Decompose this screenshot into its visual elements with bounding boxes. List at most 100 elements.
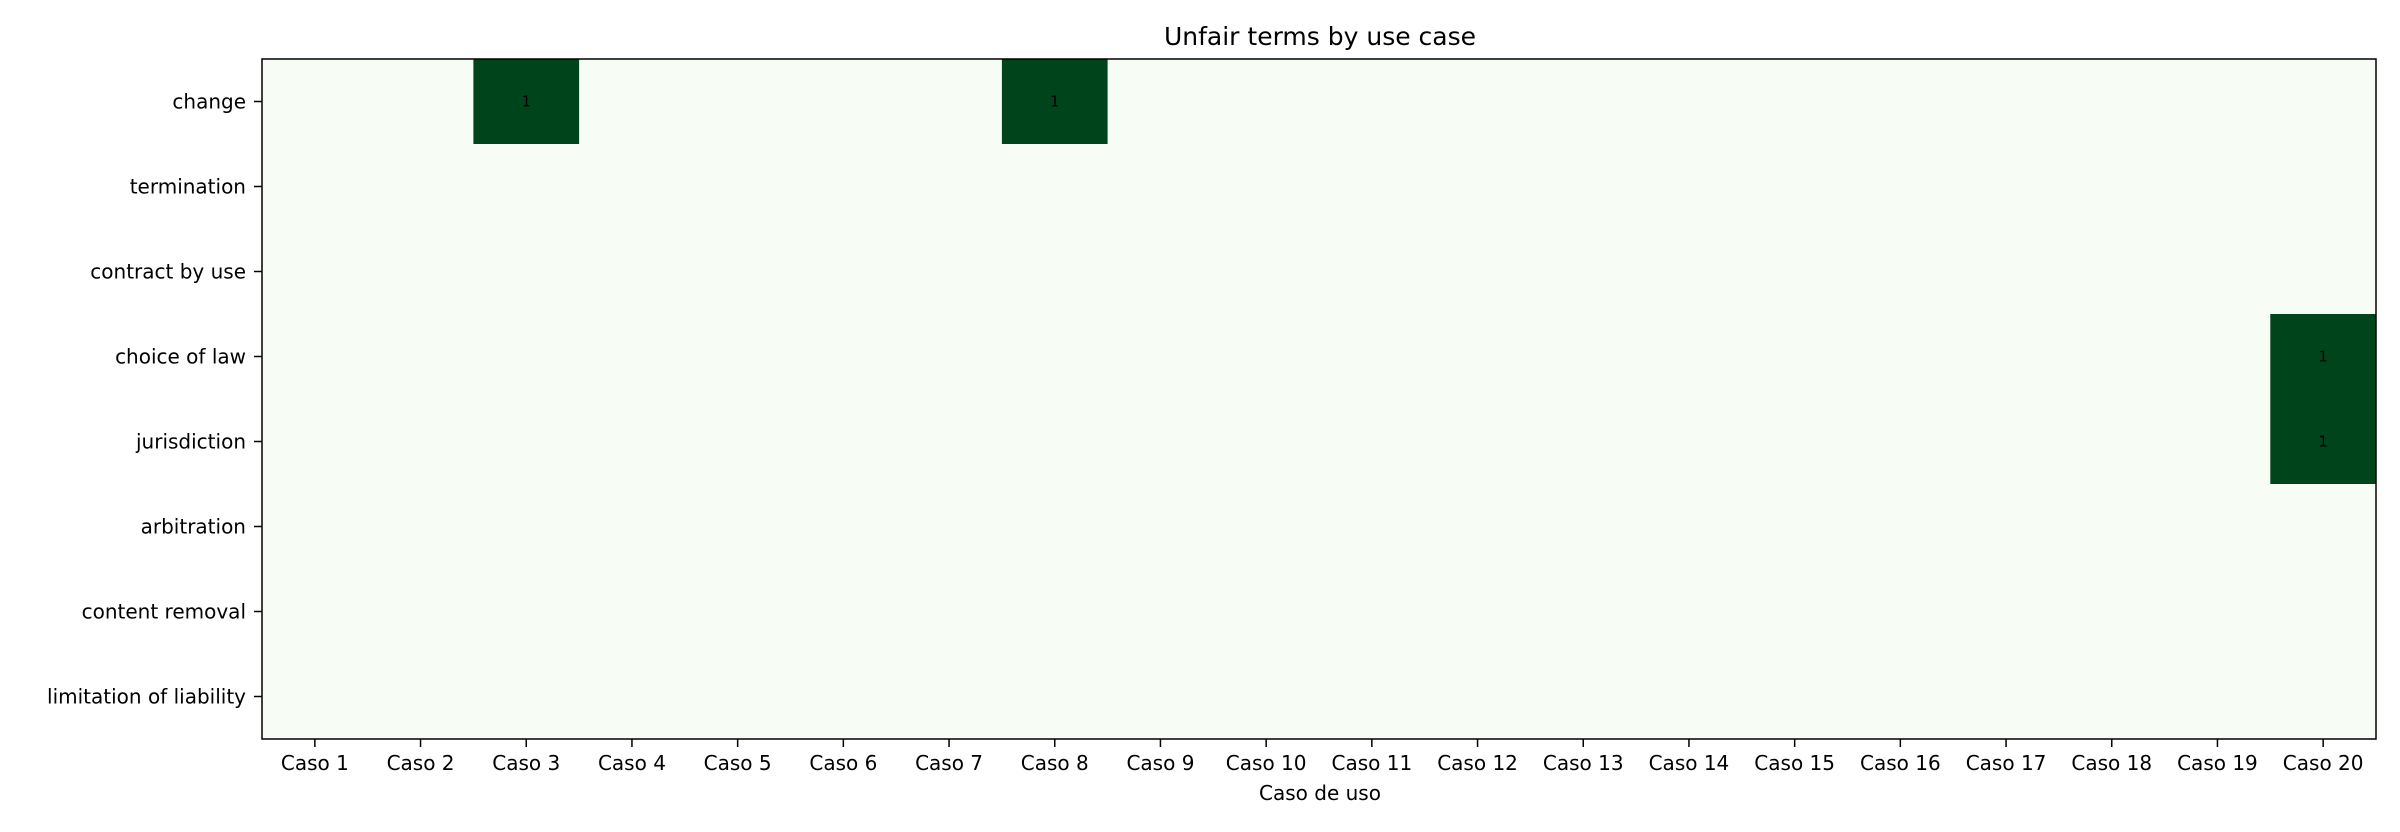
- heatmap-cell: [896, 314, 1003, 400]
- heatmap-cell: [367, 229, 474, 315]
- y-tick-label: arbitration: [141, 515, 246, 539]
- heatmap-cell: [684, 59, 791, 145]
- heatmap-cell: [1319, 399, 1426, 485]
- heatmap-cell: [1847, 314, 1954, 400]
- heatmap-cell: [1953, 569, 2060, 655]
- heatmap-cell: [367, 59, 474, 145]
- heatmap-cell: [896, 399, 1003, 485]
- heatmap-cell: [2270, 654, 2377, 740]
- heatmap-cell: [262, 484, 369, 570]
- heatmap-cell: [1953, 654, 2060, 740]
- heatmap-cell: [2058, 484, 2166, 570]
- heatmap-cell: [2270, 484, 2377, 570]
- heatmap-cell: [579, 59, 686, 145]
- heatmap-cell: [2164, 484, 2271, 570]
- heatmap-cell: [1847, 144, 1954, 230]
- heatmap-cell: [1319, 569, 1426, 655]
- heatmap-cell: [1424, 229, 1531, 315]
- heatmap-cell: [1953, 314, 2060, 400]
- x-tick-label: Caso 19: [2177, 751, 2258, 775]
- heatmap-cell: [473, 144, 580, 230]
- x-tick-label: Caso 7: [915, 751, 983, 775]
- heatmap-cell: [2164, 144, 2271, 230]
- heatmap-cell: [1530, 484, 1637, 570]
- heatmap-cell: [2164, 654, 2271, 740]
- heatmap-cell: [1847, 654, 1954, 740]
- heatmap-cell: [579, 144, 686, 230]
- x-tick-label: Caso 14: [1649, 751, 1730, 775]
- heatmap-cell: [896, 654, 1003, 740]
- heatmap-cell: [1953, 59, 2060, 145]
- heatmap-cell: [1213, 654, 1320, 740]
- heatmap-cell: [1001, 569, 1109, 655]
- heatmap-cell: [2164, 569, 2271, 655]
- heatmap-cell: [367, 314, 474, 400]
- heatmap-cell: [579, 484, 686, 570]
- heatmap-cell: [1107, 314, 1214, 400]
- heatmap-cell: [1107, 229, 1214, 315]
- heatmap-cell: [1636, 569, 1743, 655]
- heatmap-cell: [1847, 484, 1954, 570]
- plot-frame: [261, 58, 2377, 740]
- heatmap-cell: [1530, 399, 1637, 485]
- heatmap-cell: [579, 569, 686, 655]
- heatmap-cell: [2270, 314, 2377, 400]
- cell-value-label: 1: [2318, 348, 2328, 366]
- heatmap-cell: [896, 59, 1003, 145]
- heatmap-cell: [1001, 229, 1109, 315]
- heatmap-cell: [1530, 314, 1637, 400]
- heatmap-cell: [1424, 484, 1531, 570]
- heatmap-cell: [2058, 399, 2166, 485]
- heatmap-cell: [2270, 229, 2377, 315]
- y-tick-label: limitation of liability: [47, 685, 246, 709]
- heatmap-cell: [1847, 569, 1954, 655]
- heatmap-cell: [473, 569, 580, 655]
- y-axis: change termination contract by use choice o…: [47, 90, 262, 709]
- heatmap-cell: [684, 229, 791, 315]
- heatmap-cell: [1741, 399, 1848, 485]
- heatmap-cell: [2270, 399, 2377, 485]
- x-axis-label: Caso de uso: [1259, 781, 1381, 805]
- heatmap-cell: [1319, 144, 1426, 230]
- heatmap-cell: [790, 314, 897, 400]
- heatmap-cell: [1530, 229, 1637, 315]
- heatmap-cell: [1953, 229, 2060, 315]
- heatmap-cell: [684, 314, 791, 400]
- heatmap-cell: [896, 484, 1003, 570]
- heatmap-cell: [790, 569, 897, 655]
- heatmap-cell: [1530, 144, 1637, 230]
- heatmap-cell: [1107, 569, 1214, 655]
- heatmap-cell: [1847, 59, 1954, 145]
- y-tick-label: change: [172, 90, 246, 114]
- heatmap-cell: [367, 144, 474, 230]
- heatmap-cell: [1213, 569, 1320, 655]
- heatmap-cell: [790, 399, 897, 485]
- cell-value-label: 1: [521, 93, 531, 111]
- heatmap-cell: [367, 654, 474, 740]
- heatmap-cell: [2164, 314, 2271, 400]
- heatmap-cell: [684, 484, 791, 570]
- heatmap-cell: [896, 229, 1003, 315]
- heatmap-cell: [790, 654, 897, 740]
- heatmap-cell: [1636, 59, 1743, 145]
- x-tick-label: Caso 4: [598, 751, 666, 775]
- heatmap-cell: [1213, 59, 1320, 145]
- heatmap-cell: [1953, 144, 2060, 230]
- x-tick-label: Caso 13: [1543, 751, 1624, 775]
- heatmap-cell: [1847, 399, 1954, 485]
- heatmap-cell: [790, 484, 897, 570]
- heatmap-cells: 1 1 1 1: [262, 59, 2377, 740]
- heatmap-cell: [1636, 654, 1743, 740]
- heatmap-cell: [1424, 569, 1531, 655]
- heatmap-cell: [262, 654, 369, 740]
- heatmap-cell: [262, 314, 369, 400]
- heatmap-cell: [790, 229, 897, 315]
- heatmap-cell: [2058, 229, 2166, 315]
- heatmap-cell: [1319, 484, 1426, 570]
- heatmap-cell: [1001, 314, 1109, 400]
- heatmap-cell: [1741, 144, 1848, 230]
- heatmap-cell: [1636, 229, 1743, 315]
- heatmap-cell: [473, 654, 580, 740]
- heatmap-cell: [262, 399, 369, 485]
- heatmap-cell: [1107, 654, 1214, 740]
